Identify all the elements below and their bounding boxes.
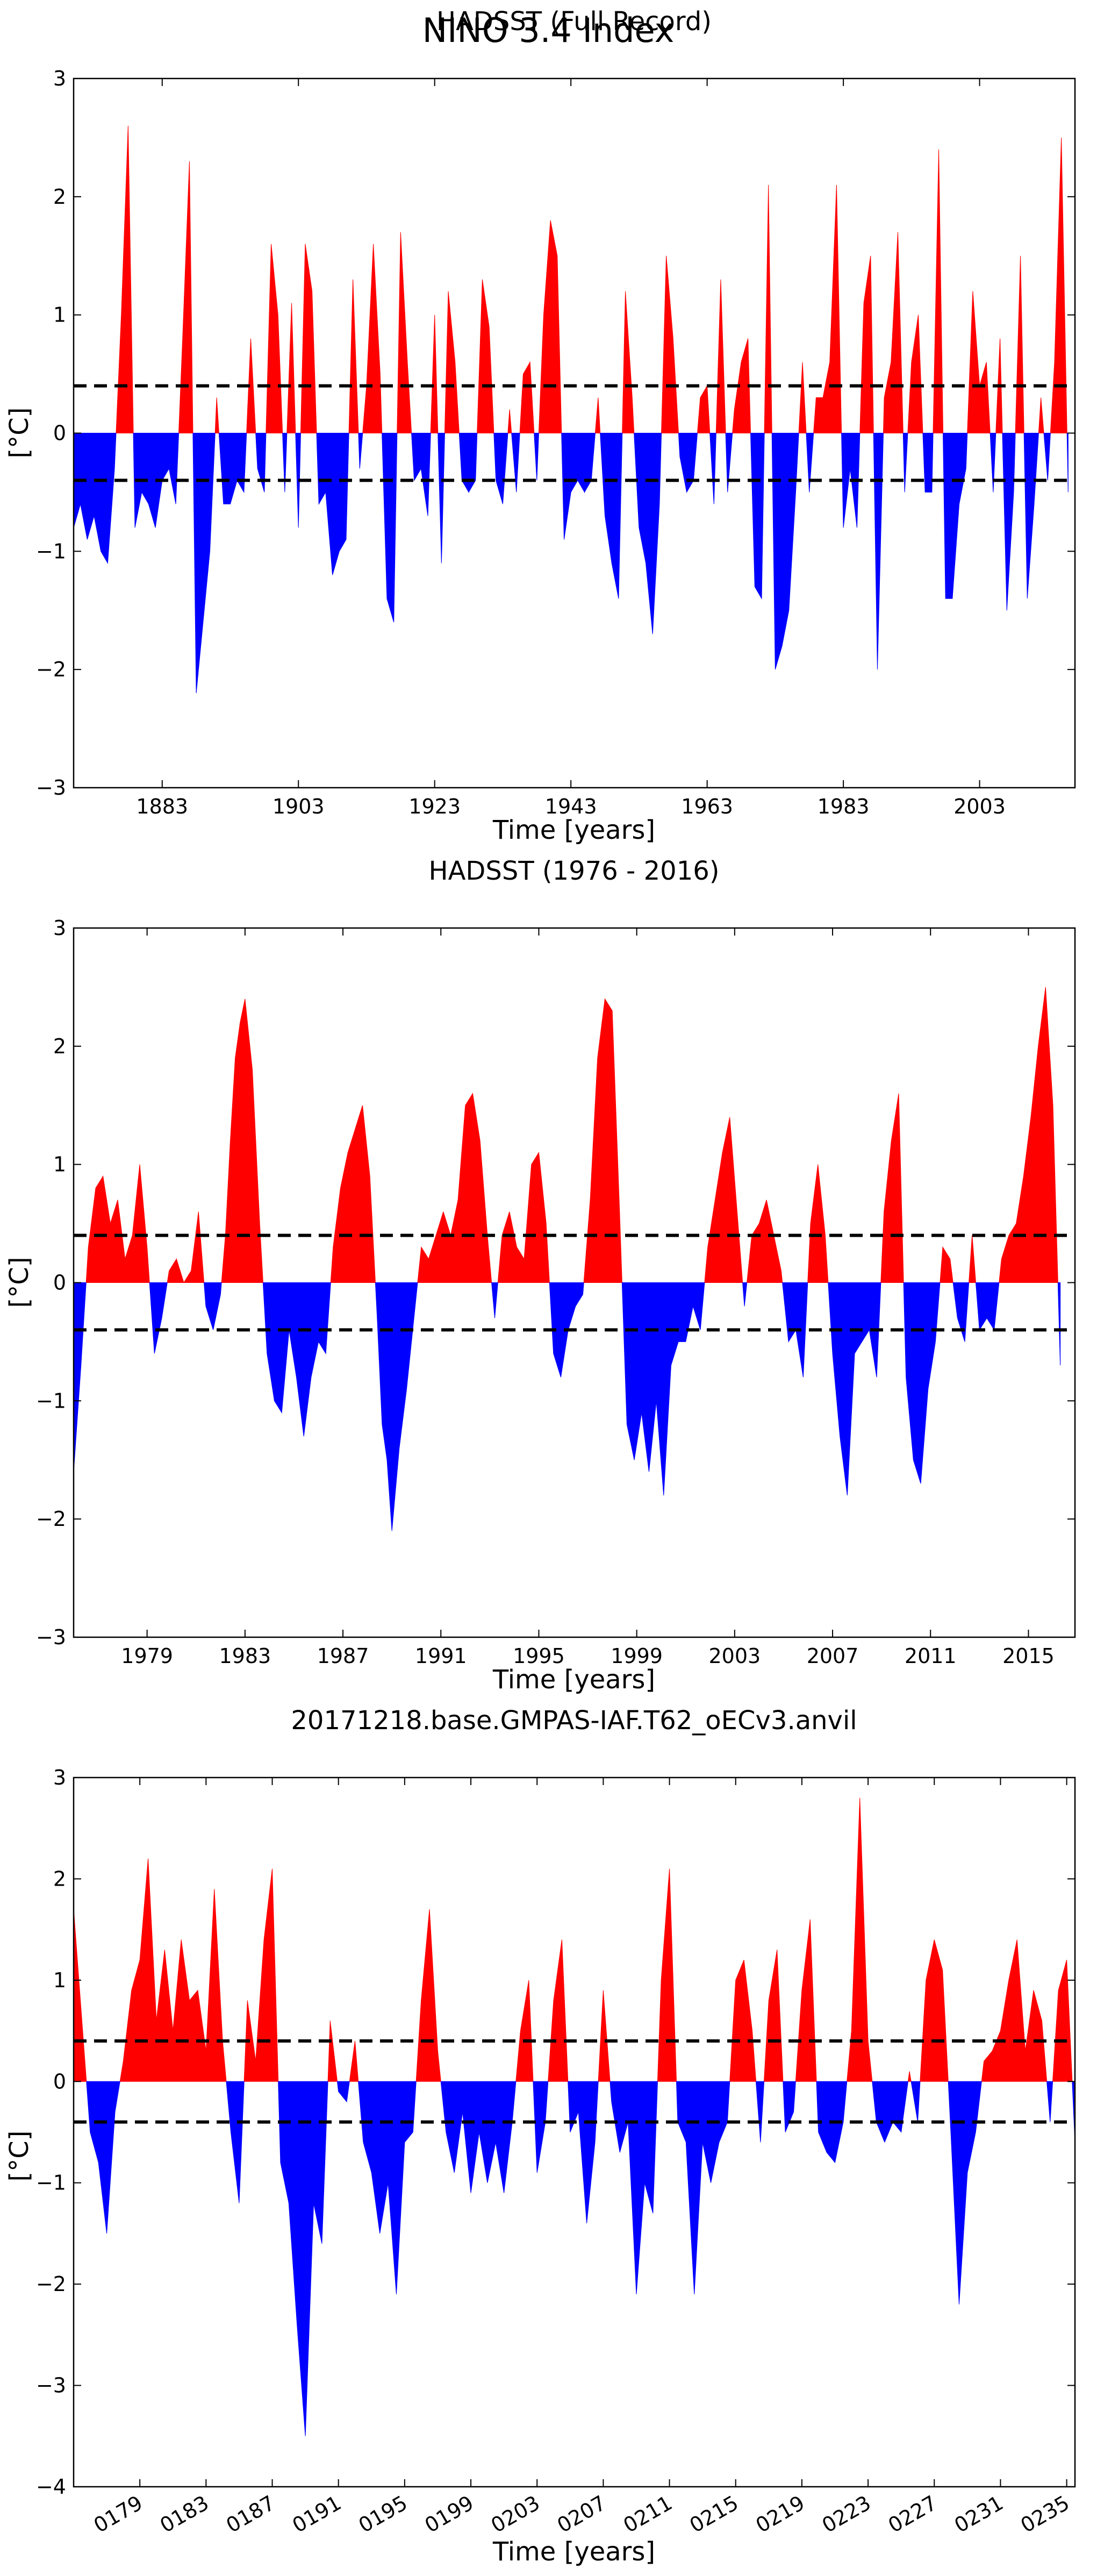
axes-frame	[73, 1776, 1076, 2488]
x-tick-label: 1923	[408, 795, 461, 818]
x-tick-label: 1991	[415, 1644, 467, 1668]
x-tick-label: 1963	[681, 795, 733, 818]
x-tick-label: 1983	[818, 795, 870, 818]
panel-full-record: HADSST (Full Record) Time [years] [°C] −…	[4, 6, 1076, 845]
plot-area	[74, 1797, 1075, 2436]
y-tick-label: −4	[36, 2475, 66, 2499]
y-tick-label: −3	[36, 1625, 66, 1649]
negative-anomaly-fill	[74, 433, 1069, 694]
y-tick-label: −3	[36, 2374, 66, 2397]
y-axis-label: [°C]	[4, 408, 34, 459]
panel-title: HADSST (1976 - 2016)	[428, 856, 719, 886]
positive-anomaly-fill	[85, 987, 1058, 1283]
y-tick-label: 3	[53, 67, 66, 90]
x-tick-label: 1999	[611, 1644, 663, 1668]
positive-anomaly-fill	[74, 1797, 1073, 2082]
y-tick-label: −3	[36, 776, 66, 800]
y-tick-label: 1	[53, 303, 66, 327]
y-tick-label: −1	[36, 2171, 66, 2195]
x-tick-label: 0183	[156, 2491, 213, 2537]
x-tick-label: 0179	[90, 2491, 147, 2537]
y-tick-label: 1	[53, 1153, 66, 1176]
negative-anomaly-fill	[86, 2081, 1075, 2436]
y-tick-label: −2	[36, 2272, 66, 2296]
x-tick-label: 1995	[513, 1644, 565, 1668]
y-axis-label: [°C]	[4, 1257, 34, 1308]
x-tick-label: 0227	[884, 2491, 941, 2537]
x-tick-label: 0223	[818, 2491, 875, 2537]
x-tick-label: 1979	[121, 1644, 173, 1668]
x-tick-label: 0203	[487, 2491, 544, 2537]
x-axis-label: Time [years]	[492, 1665, 655, 1695]
x-tick-label: 2011	[905, 1644, 957, 1668]
x-tick-label: 0187	[222, 2491, 279, 2537]
panel-title: HADSST (Full Record)	[436, 6, 712, 37]
x-axis-label: Time [years]	[492, 2537, 655, 2567]
x-tick-label: 1903	[273, 795, 325, 818]
y-tick-label: 3	[53, 916, 66, 940]
x-tick-label: 1883	[136, 795, 188, 818]
x-tick-label: 0215	[685, 2491, 742, 2537]
y-axis-label: [°C]	[4, 2131, 34, 2182]
x-tick-label: 0231	[950, 2491, 1007, 2537]
x-tick-label: 0199	[421, 2491, 478, 2537]
negative-anomaly-fill	[74, 1282, 1061, 1531]
x-tick-label: 1943	[545, 795, 597, 818]
x-tick-label: 0195	[355, 2491, 412, 2537]
x-tick-label: 2015	[1002, 1644, 1055, 1668]
y-tick-label: 2	[53, 1034, 66, 1058]
y-tick-label: 0	[53, 422, 66, 445]
y-tick-label: −1	[36, 539, 66, 563]
x-tick-label: 1983	[219, 1644, 271, 1668]
positive-anomaly-fill	[116, 125, 1067, 433]
y-tick-label: 2	[53, 185, 66, 209]
panel-1976-2016: HADSST (1976 - 2016) Time [years] [°C] −…	[4, 856, 1076, 1695]
x-tick-label: 0191	[288, 2491, 345, 2537]
x-tick-label: 0219	[752, 2491, 809, 2537]
y-tick-label: −2	[36, 1507, 66, 1531]
panel-model-run: 20171218.base.GMPAS-IAF.T62_oECv3.anvil …	[4, 1706, 1076, 2567]
plot-area	[74, 125, 1075, 694]
y-tick-label: 2	[53, 1867, 66, 1890]
y-tick-label: −1	[36, 1389, 66, 1412]
x-tick-label: 1987	[317, 1644, 369, 1668]
figure-suptitle: NINO 3.4 Index	[422, 11, 675, 50]
panel-title: 20171218.base.GMPAS-IAF.T62_oECv3.anvil	[291, 1706, 857, 1736]
y-tick-label: −2	[36, 658, 66, 681]
x-axis-label: Time [years]	[492, 815, 655, 845]
x-tick-label: 2003	[953, 795, 1006, 818]
plot-area	[74, 987, 1075, 1531]
x-tick-label: 0207	[553, 2491, 610, 2537]
y-tick-label: 0	[53, 1271, 66, 1295]
x-tick-label: 0235	[1016, 2491, 1073, 2537]
x-tick-label: 2003	[708, 1644, 761, 1668]
y-tick-label: 3	[53, 1766, 66, 1789]
x-tick-label: 2007	[807, 1644, 859, 1668]
x-tick-label: 0211	[619, 2491, 676, 2537]
y-tick-label: 0	[53, 2070, 66, 2093]
y-tick-label: 1	[53, 1968, 66, 1992]
